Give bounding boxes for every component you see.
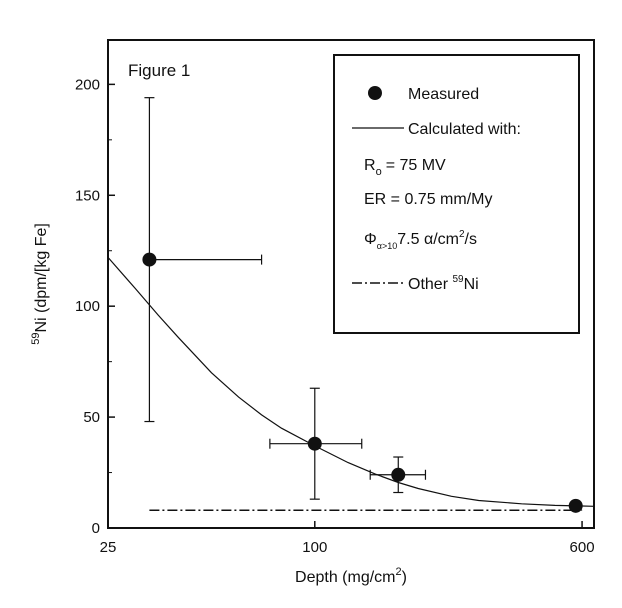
legend-phi-value: 7.5 α/cm <box>397 231 459 248</box>
y-axis-title: 59Ni (dpm/[kg Fe] <box>30 223 50 345</box>
y-tick-label: 0 <box>92 520 100 537</box>
y-axis-title-main: Ni (dpm/[kg Fe] <box>33 223 50 332</box>
legend-r0-value: = 75 MV <box>386 157 446 174</box>
legend-calculated: Calculated with: <box>408 121 521 138</box>
y-tick-label: 200 <box>75 76 100 93</box>
legend-other-main: Other <box>408 276 452 293</box>
measured-point <box>391 467 406 482</box>
measured-points <box>142 252 583 513</box>
y-axis-title-sup: 59 <box>30 333 42 345</box>
legend-other-sup: 59 <box>452 274 464 285</box>
legend-r0-main: R <box>364 157 376 174</box>
legend-er: ER = 0.75 mm/My <box>364 191 492 208</box>
legend-r0: Ro = 75 MV <box>364 157 446 178</box>
measured-point <box>307 436 322 451</box>
x-axis-title-close: ) <box>402 569 407 586</box>
x-axis-ticks: 25 100 600 <box>100 521 595 556</box>
legend-phi: Φα>107.5 α/cm2/s <box>364 229 477 251</box>
y-tick-label: 100 <box>75 298 100 315</box>
legend-box <box>333 54 580 334</box>
y-axis-ticks: 0 50 100 150 200 <box>75 76 115 537</box>
legend: Measured Calculated with: Ro = 75 MV ER =… <box>333 54 580 334</box>
y-tick-label: 150 <box>75 187 100 204</box>
calculated-curve <box>107 257 595 507</box>
legend-phi-main: Φ <box>364 231 377 248</box>
legend-phi-sup: 2 <box>459 229 465 240</box>
x-tick-label: 600 <box>570 539 595 556</box>
measured-point <box>142 252 157 267</box>
plot-frame <box>107 39 595 529</box>
legend-other-tail: Ni <box>464 276 479 293</box>
x-tick-label: 100 <box>302 539 327 556</box>
legend-phi-tail: /s <box>465 231 477 248</box>
legend-other: Other 59Ni <box>408 274 479 293</box>
x-axis-title: Depth (mg/cm2) <box>295 566 407 586</box>
legend-r0-sub: o <box>376 166 382 178</box>
legend-measured: Measured <box>408 86 479 103</box>
y-tick-label: 50 <box>83 409 100 426</box>
measured-point <box>568 498 583 513</box>
x-tick-label: 25 <box>100 539 117 556</box>
legend-phi-sub: α>10 <box>377 241 397 251</box>
figure-label: Figure 1 <box>128 61 190 80</box>
series-lines <box>107 257 595 512</box>
x-axis-title-sup: 2 <box>396 566 402 578</box>
legend-marker-measured <box>368 86 382 100</box>
x-axis-title-main: Depth (mg/cm <box>295 569 395 586</box>
